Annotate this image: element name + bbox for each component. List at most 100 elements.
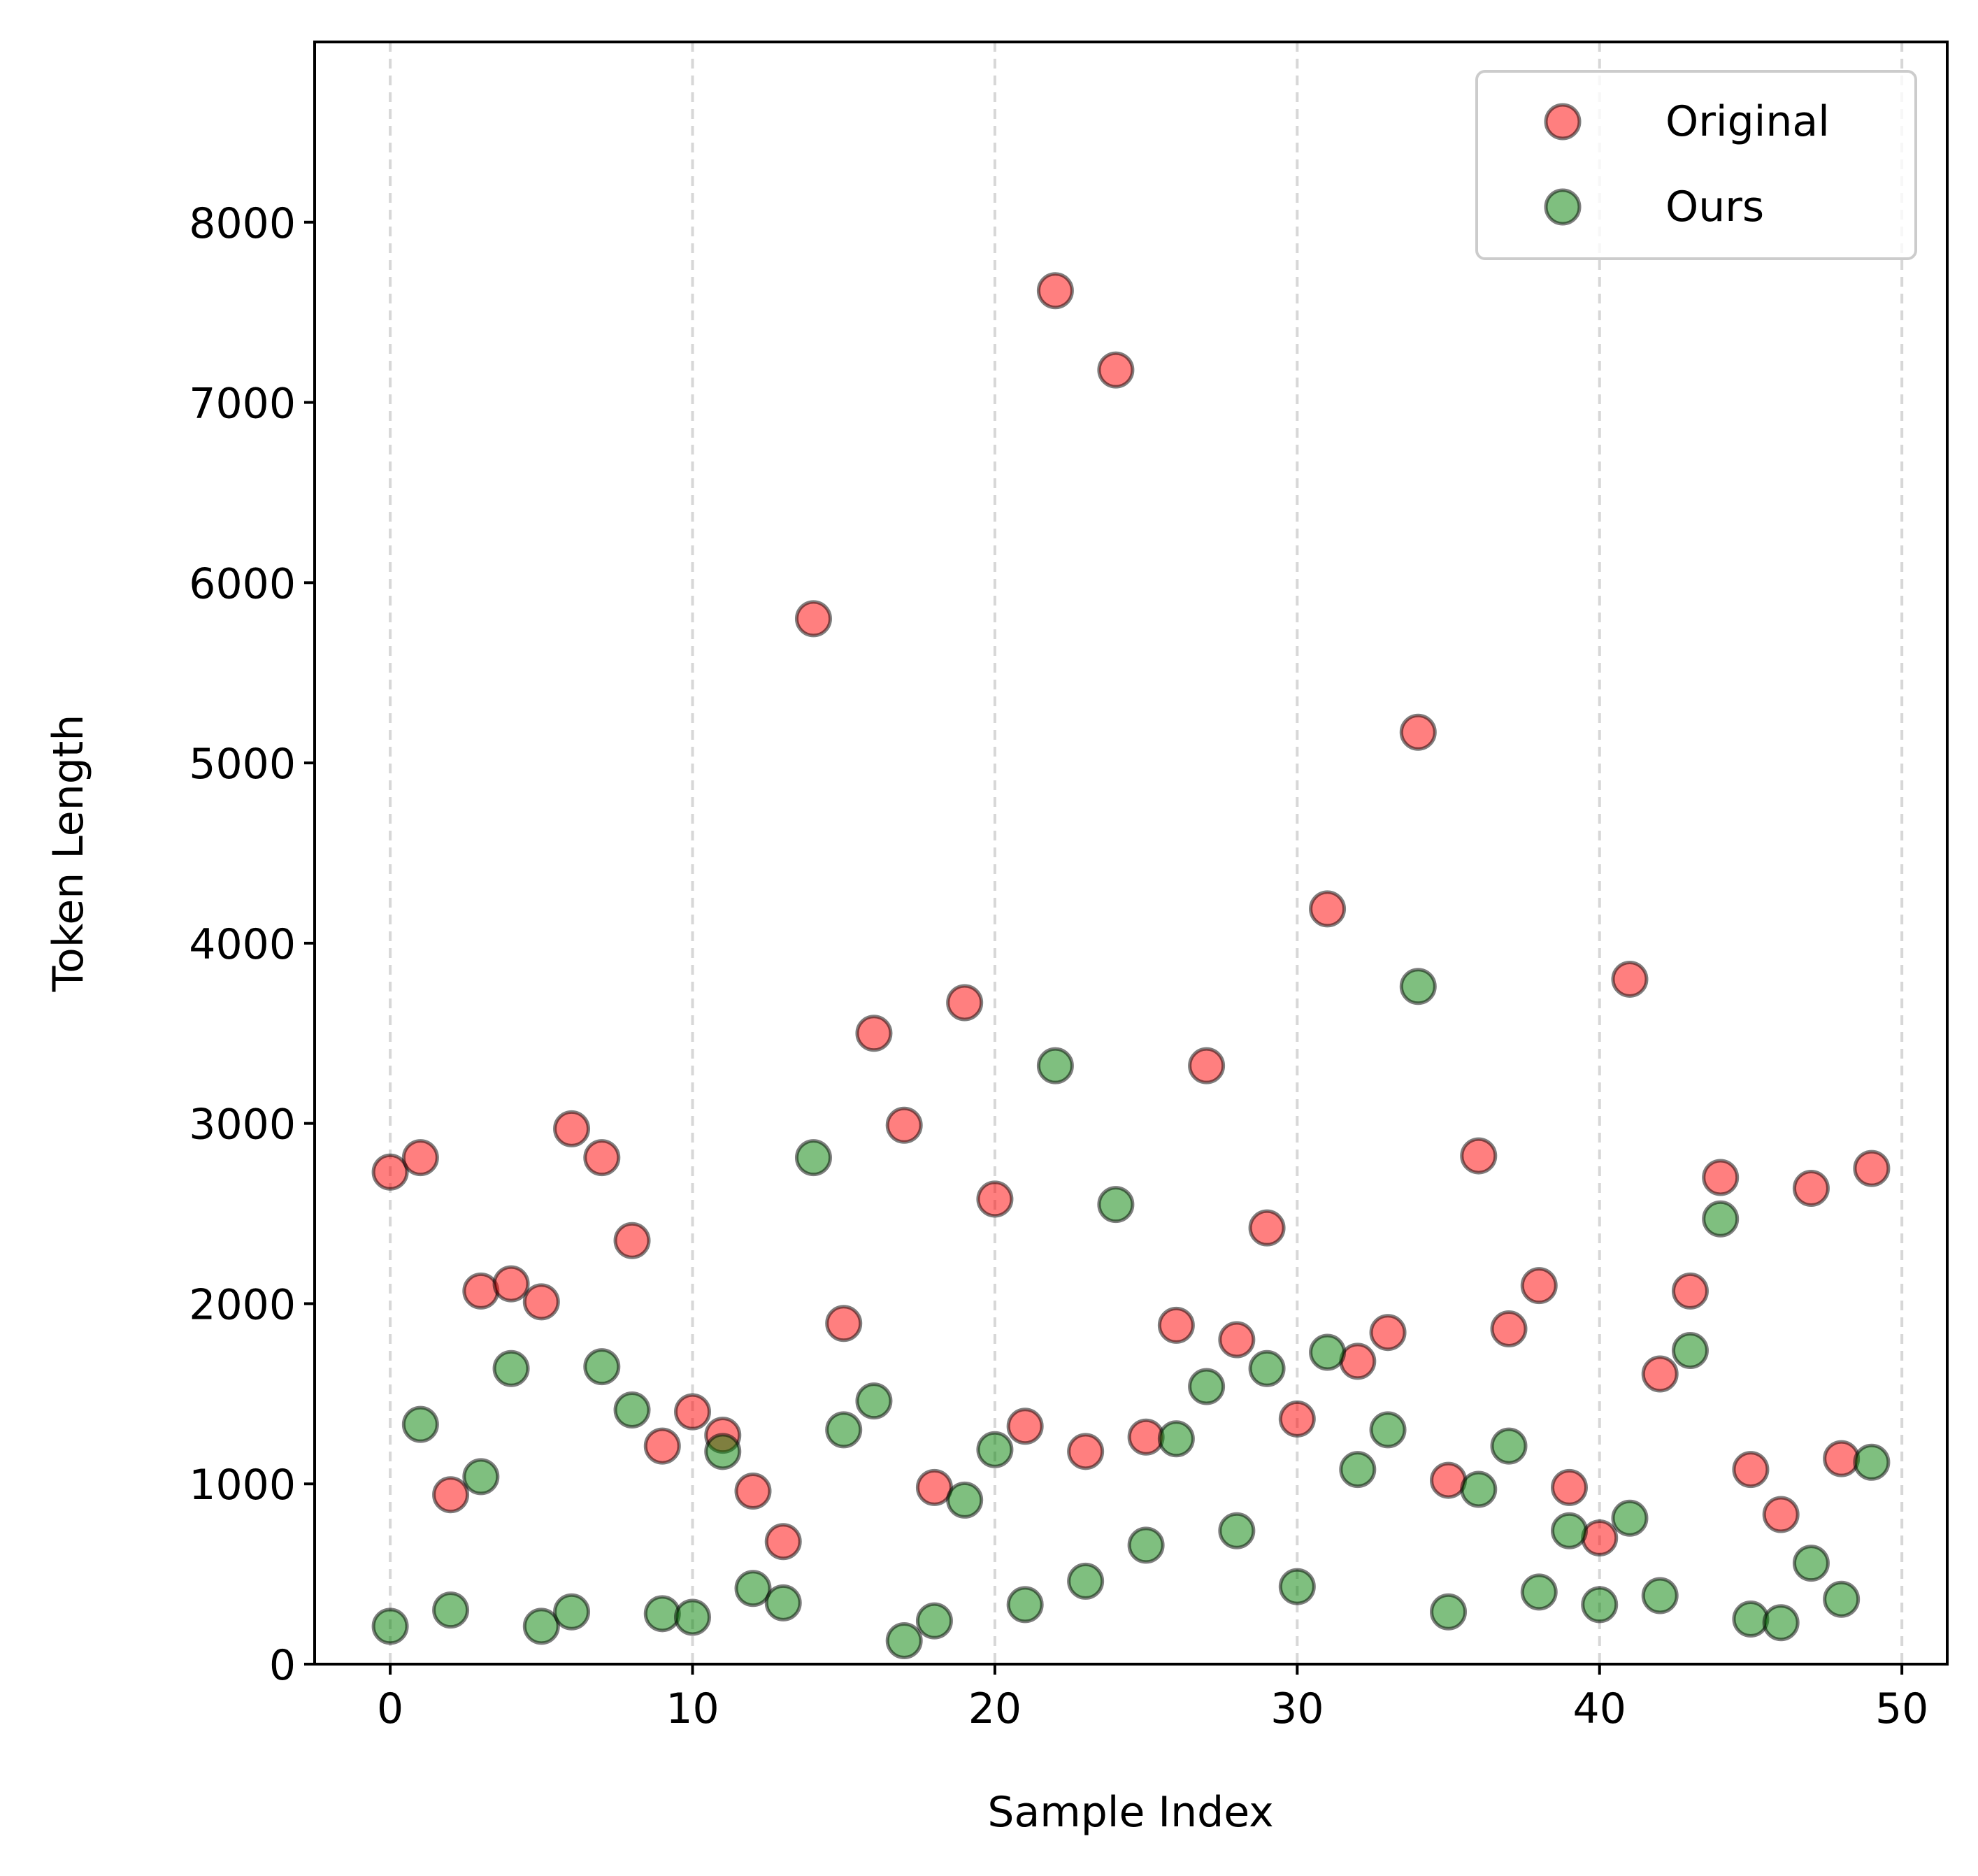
data-point-ours — [946, 1481, 984, 1519]
x-tick-label: 30 — [1270, 1684, 1324, 1733]
data-point-original — [462, 1272, 500, 1310]
y-tick-label: 2000 — [189, 1280, 296, 1329]
data-point-original — [734, 1473, 772, 1510]
data-point-ours — [1036, 1047, 1074, 1084]
data-point-ours — [674, 1598, 712, 1636]
y-axis-ticks: 0 1000 2000 3000 4000 5000 6000 7000 8000 — [189, 199, 315, 1690]
data-point-original — [1188, 1047, 1226, 1084]
data-point-original — [1581, 1519, 1619, 1557]
data-point-original — [1097, 351, 1135, 389]
data-point-original — [825, 1305, 863, 1342]
data-point-ours — [462, 1458, 500, 1496]
data-point-ours — [1823, 1580, 1861, 1618]
data-point-ours — [1157, 1420, 1195, 1458]
data-point-original — [1520, 1267, 1558, 1305]
data-point-original — [1006, 1408, 1044, 1445]
data-point-ours — [976, 1431, 1014, 1468]
data-point-ours — [492, 1349, 530, 1387]
data-point-ours — [885, 1621, 923, 1659]
data-point-ours — [522, 1608, 560, 1645]
data-point-ours — [1550, 1512, 1588, 1549]
data-point-ours — [1399, 968, 1437, 1005]
legend-label-original: Original — [1665, 97, 1830, 146]
data-point-original — [1611, 960, 1649, 998]
data-point-ours — [1188, 1368, 1226, 1405]
x-tick-label: 20 — [968, 1684, 1022, 1733]
data-point-original — [643, 1427, 681, 1465]
data-point-ours — [1278, 1568, 1316, 1605]
data-point-ours — [794, 1139, 832, 1177]
data-point-original — [1339, 1342, 1377, 1380]
data-point-original — [1309, 890, 1347, 928]
data-point-original — [976, 1180, 1014, 1218]
y-tick-label: 5000 — [189, 740, 296, 789]
data-point-ours — [704, 1433, 742, 1470]
data-point-original — [432, 1476, 470, 1514]
data-point-original — [1430, 1461, 1468, 1499]
data-point-original — [492, 1265, 530, 1303]
data-point-ours — [764, 1584, 802, 1621]
data-point-ours — [1127, 1526, 1165, 1564]
data-point-ours — [1581, 1586, 1619, 1624]
data-point-ours — [1430, 1593, 1468, 1631]
data-point-ours — [1641, 1577, 1679, 1614]
data-point-original — [1218, 1321, 1256, 1359]
data-point-original — [522, 1283, 560, 1321]
data-points — [371, 272, 1891, 1659]
y-tick-label: 3000 — [189, 1101, 296, 1150]
data-point-ours — [1309, 1333, 1347, 1371]
y-tick-label: 4000 — [189, 920, 296, 969]
data-point-original — [1823, 1440, 1861, 1477]
data-point-ours — [1460, 1470, 1498, 1508]
legend-box — [1475, 70, 1917, 260]
data-point-original — [1036, 272, 1074, 310]
y-tick-label: 7000 — [189, 380, 296, 429]
data-point-ours — [1762, 1604, 1800, 1642]
legend-marker-ours — [1544, 188, 1582, 226]
x-tick-label: 50 — [1875, 1684, 1928, 1733]
data-point-ours — [1611, 1499, 1649, 1537]
data-point-original — [885, 1106, 923, 1144]
data-point-ours — [855, 1382, 893, 1420]
x-tick-label: 40 — [1573, 1684, 1626, 1733]
y-tick-label: 6000 — [189, 559, 296, 608]
data-point-original — [1762, 1496, 1800, 1533]
data-point-ours — [1006, 1586, 1044, 1624]
data-point-original — [1550, 1468, 1588, 1506]
data-point-ours — [1732, 1601, 1770, 1638]
data-point-ours — [553, 1593, 591, 1631]
data-point-original — [1127, 1418, 1165, 1456]
data-point-original — [583, 1139, 621, 1177]
data-point-original — [1853, 1150, 1891, 1187]
data-point-original — [946, 984, 984, 1022]
data-point-original — [1278, 1400, 1316, 1438]
data-point-original — [553, 1110, 591, 1147]
data-point-original — [1248, 1209, 1286, 1247]
data-point-ours — [1671, 1331, 1709, 1369]
data-point-original — [1641, 1355, 1679, 1393]
data-point-original — [764, 1523, 802, 1561]
y-axis-label: Token Length — [44, 715, 93, 993]
data-point-ours — [1097, 1186, 1135, 1224]
data-point-ours — [583, 1348, 621, 1386]
data-point-ours — [1490, 1427, 1528, 1465]
data-point-original — [1460, 1137, 1498, 1175]
data-point-ours — [643, 1595, 681, 1633]
data-point-original — [674, 1393, 712, 1431]
data-point-original — [1399, 713, 1437, 751]
x-tick-label: 10 — [666, 1684, 719, 1733]
data-point-original — [613, 1222, 651, 1259]
data-point-ours — [432, 1591, 470, 1629]
x-axis-ticks: 0 10 20 30 40 50 — [377, 1664, 1928, 1733]
y-tick-label: 0 — [269, 1641, 296, 1690]
legend: Original Ours — [1475, 70, 1917, 260]
data-point-ours — [401, 1405, 439, 1443]
data-point-original — [1157, 1306, 1195, 1344]
data-point-original — [401, 1139, 439, 1177]
y-tick-label: 1000 — [189, 1461, 296, 1510]
data-point-original — [855, 1015, 893, 1052]
data-point-ours — [825, 1411, 863, 1449]
